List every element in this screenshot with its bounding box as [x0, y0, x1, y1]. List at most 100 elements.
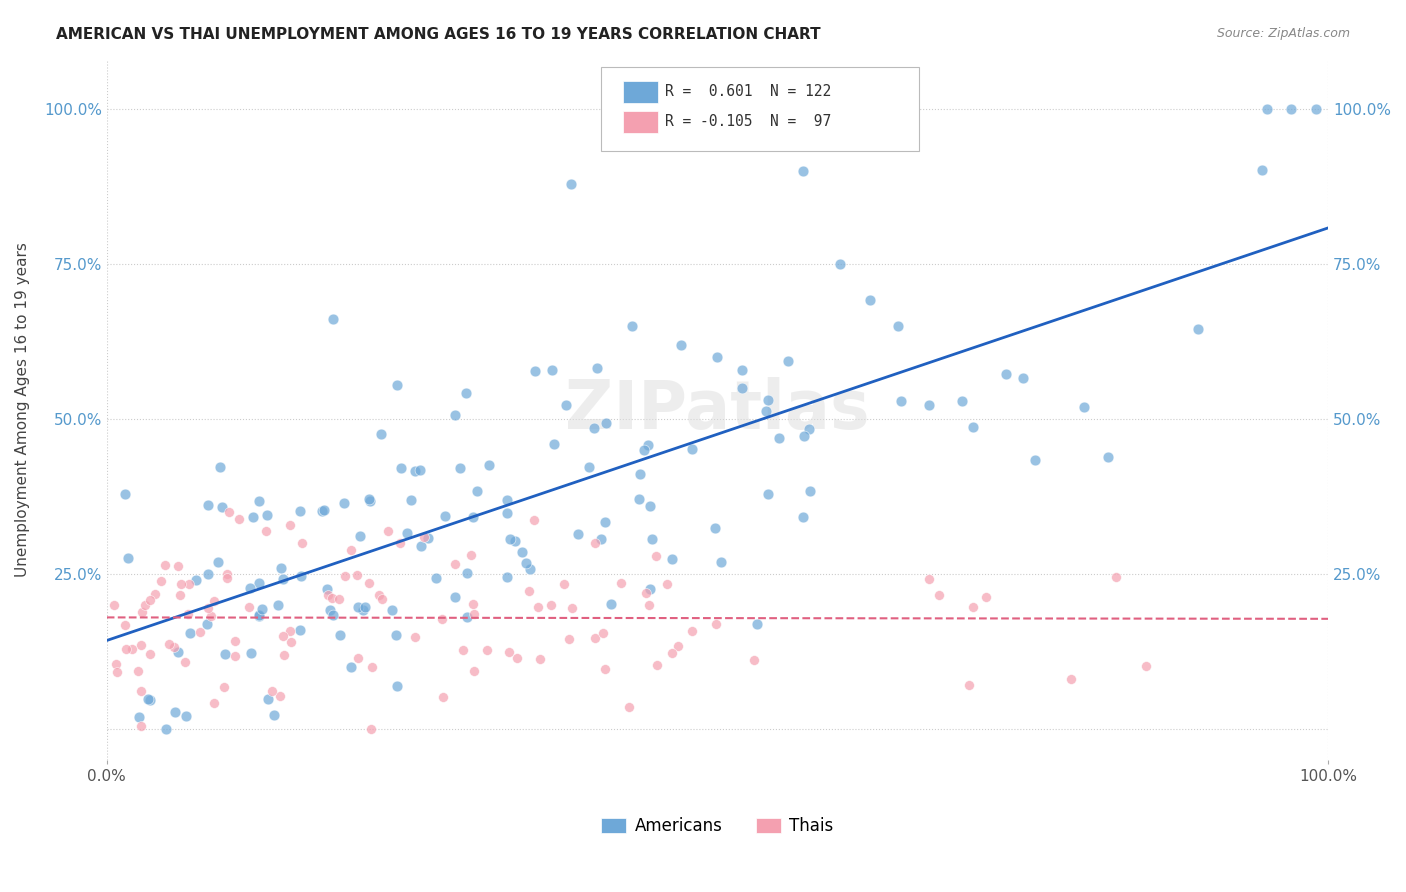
Point	[747, 617, 769, 632]
Point	[465, 484, 488, 499]
Point	[918, 398, 941, 412]
Point	[1060, 672, 1083, 686]
Point	[506, 651, 529, 665]
Point	[592, 625, 614, 640]
Point	[890, 393, 912, 408]
Point	[129, 638, 152, 652]
Text: Source: ZipAtlas.com: Source: ZipAtlas.com	[1216, 27, 1350, 40]
Point	[316, 588, 339, 602]
Point	[768, 431, 790, 445]
Point	[619, 700, 641, 714]
Point	[1012, 370, 1035, 384]
FancyBboxPatch shape	[602, 67, 920, 151]
Point	[273, 629, 295, 643]
Point	[129, 719, 152, 733]
Point	[595, 662, 617, 676]
Point	[136, 692, 159, 706]
Point	[335, 569, 357, 583]
Point	[517, 584, 540, 599]
Point	[496, 506, 519, 520]
Point	[515, 556, 537, 570]
Point	[661, 647, 683, 661]
Point	[595, 416, 617, 430]
Point	[710, 555, 733, 569]
Point	[322, 312, 344, 326]
Point	[404, 630, 426, 644]
Point	[413, 530, 436, 544]
Point	[388, 536, 411, 550]
Point	[637, 438, 659, 452]
Point	[217, 571, 239, 585]
Point	[169, 577, 191, 591]
Point	[444, 408, 467, 422]
Point	[266, 598, 288, 612]
Point	[957, 678, 980, 692]
Point	[188, 624, 211, 639]
Point	[346, 567, 368, 582]
Point	[918, 572, 941, 586]
Point	[395, 526, 418, 541]
Point	[408, 463, 430, 477]
Point	[505, 534, 527, 549]
Point	[212, 680, 235, 694]
Point	[1073, 400, 1095, 414]
Point	[177, 577, 200, 591]
Point	[620, 319, 643, 334]
Point	[411, 539, 433, 553]
Point	[527, 600, 550, 615]
Point	[593, 515, 616, 529]
Point	[247, 609, 270, 624]
Point	[163, 640, 186, 654]
Point	[186, 573, 208, 587]
Point	[208, 459, 231, 474]
Point	[273, 648, 295, 662]
Point	[799, 422, 821, 436]
Point	[179, 625, 201, 640]
Point	[131, 684, 153, 698]
Point	[599, 597, 621, 611]
Point	[433, 509, 456, 524]
Point	[638, 598, 661, 612]
Point	[385, 627, 408, 641]
Point	[311, 504, 333, 518]
Point	[585, 360, 607, 375]
Point	[540, 598, 562, 612]
Point	[928, 588, 950, 602]
Point	[127, 664, 149, 678]
Point	[645, 549, 668, 563]
Point	[560, 177, 582, 191]
Point	[262, 683, 284, 698]
Point	[460, 548, 482, 562]
Point	[578, 460, 600, 475]
Point	[370, 426, 392, 441]
Point	[523, 364, 546, 378]
Point	[155, 723, 177, 737]
Point	[754, 404, 776, 418]
Point	[143, 587, 166, 601]
Text: ZIPatlas: ZIPatlas	[565, 377, 870, 443]
Point	[553, 577, 575, 591]
Point	[353, 600, 375, 615]
Point	[367, 588, 389, 602]
Point	[456, 566, 478, 580]
Point	[669, 338, 692, 352]
Point	[399, 492, 422, 507]
Point	[347, 651, 370, 665]
FancyBboxPatch shape	[623, 111, 658, 133]
Point	[218, 505, 240, 519]
Point	[461, 597, 484, 611]
Point	[195, 616, 218, 631]
Point	[681, 442, 703, 457]
Point	[352, 603, 374, 617]
Point	[681, 624, 703, 638]
Point	[1187, 322, 1209, 336]
Point	[381, 603, 404, 617]
Point	[153, 558, 176, 573]
Point	[430, 612, 453, 626]
Point	[641, 532, 664, 546]
Point	[1305, 102, 1327, 116]
Point	[238, 599, 260, 614]
Point	[496, 493, 519, 508]
Point	[247, 608, 270, 623]
Point	[139, 693, 162, 707]
